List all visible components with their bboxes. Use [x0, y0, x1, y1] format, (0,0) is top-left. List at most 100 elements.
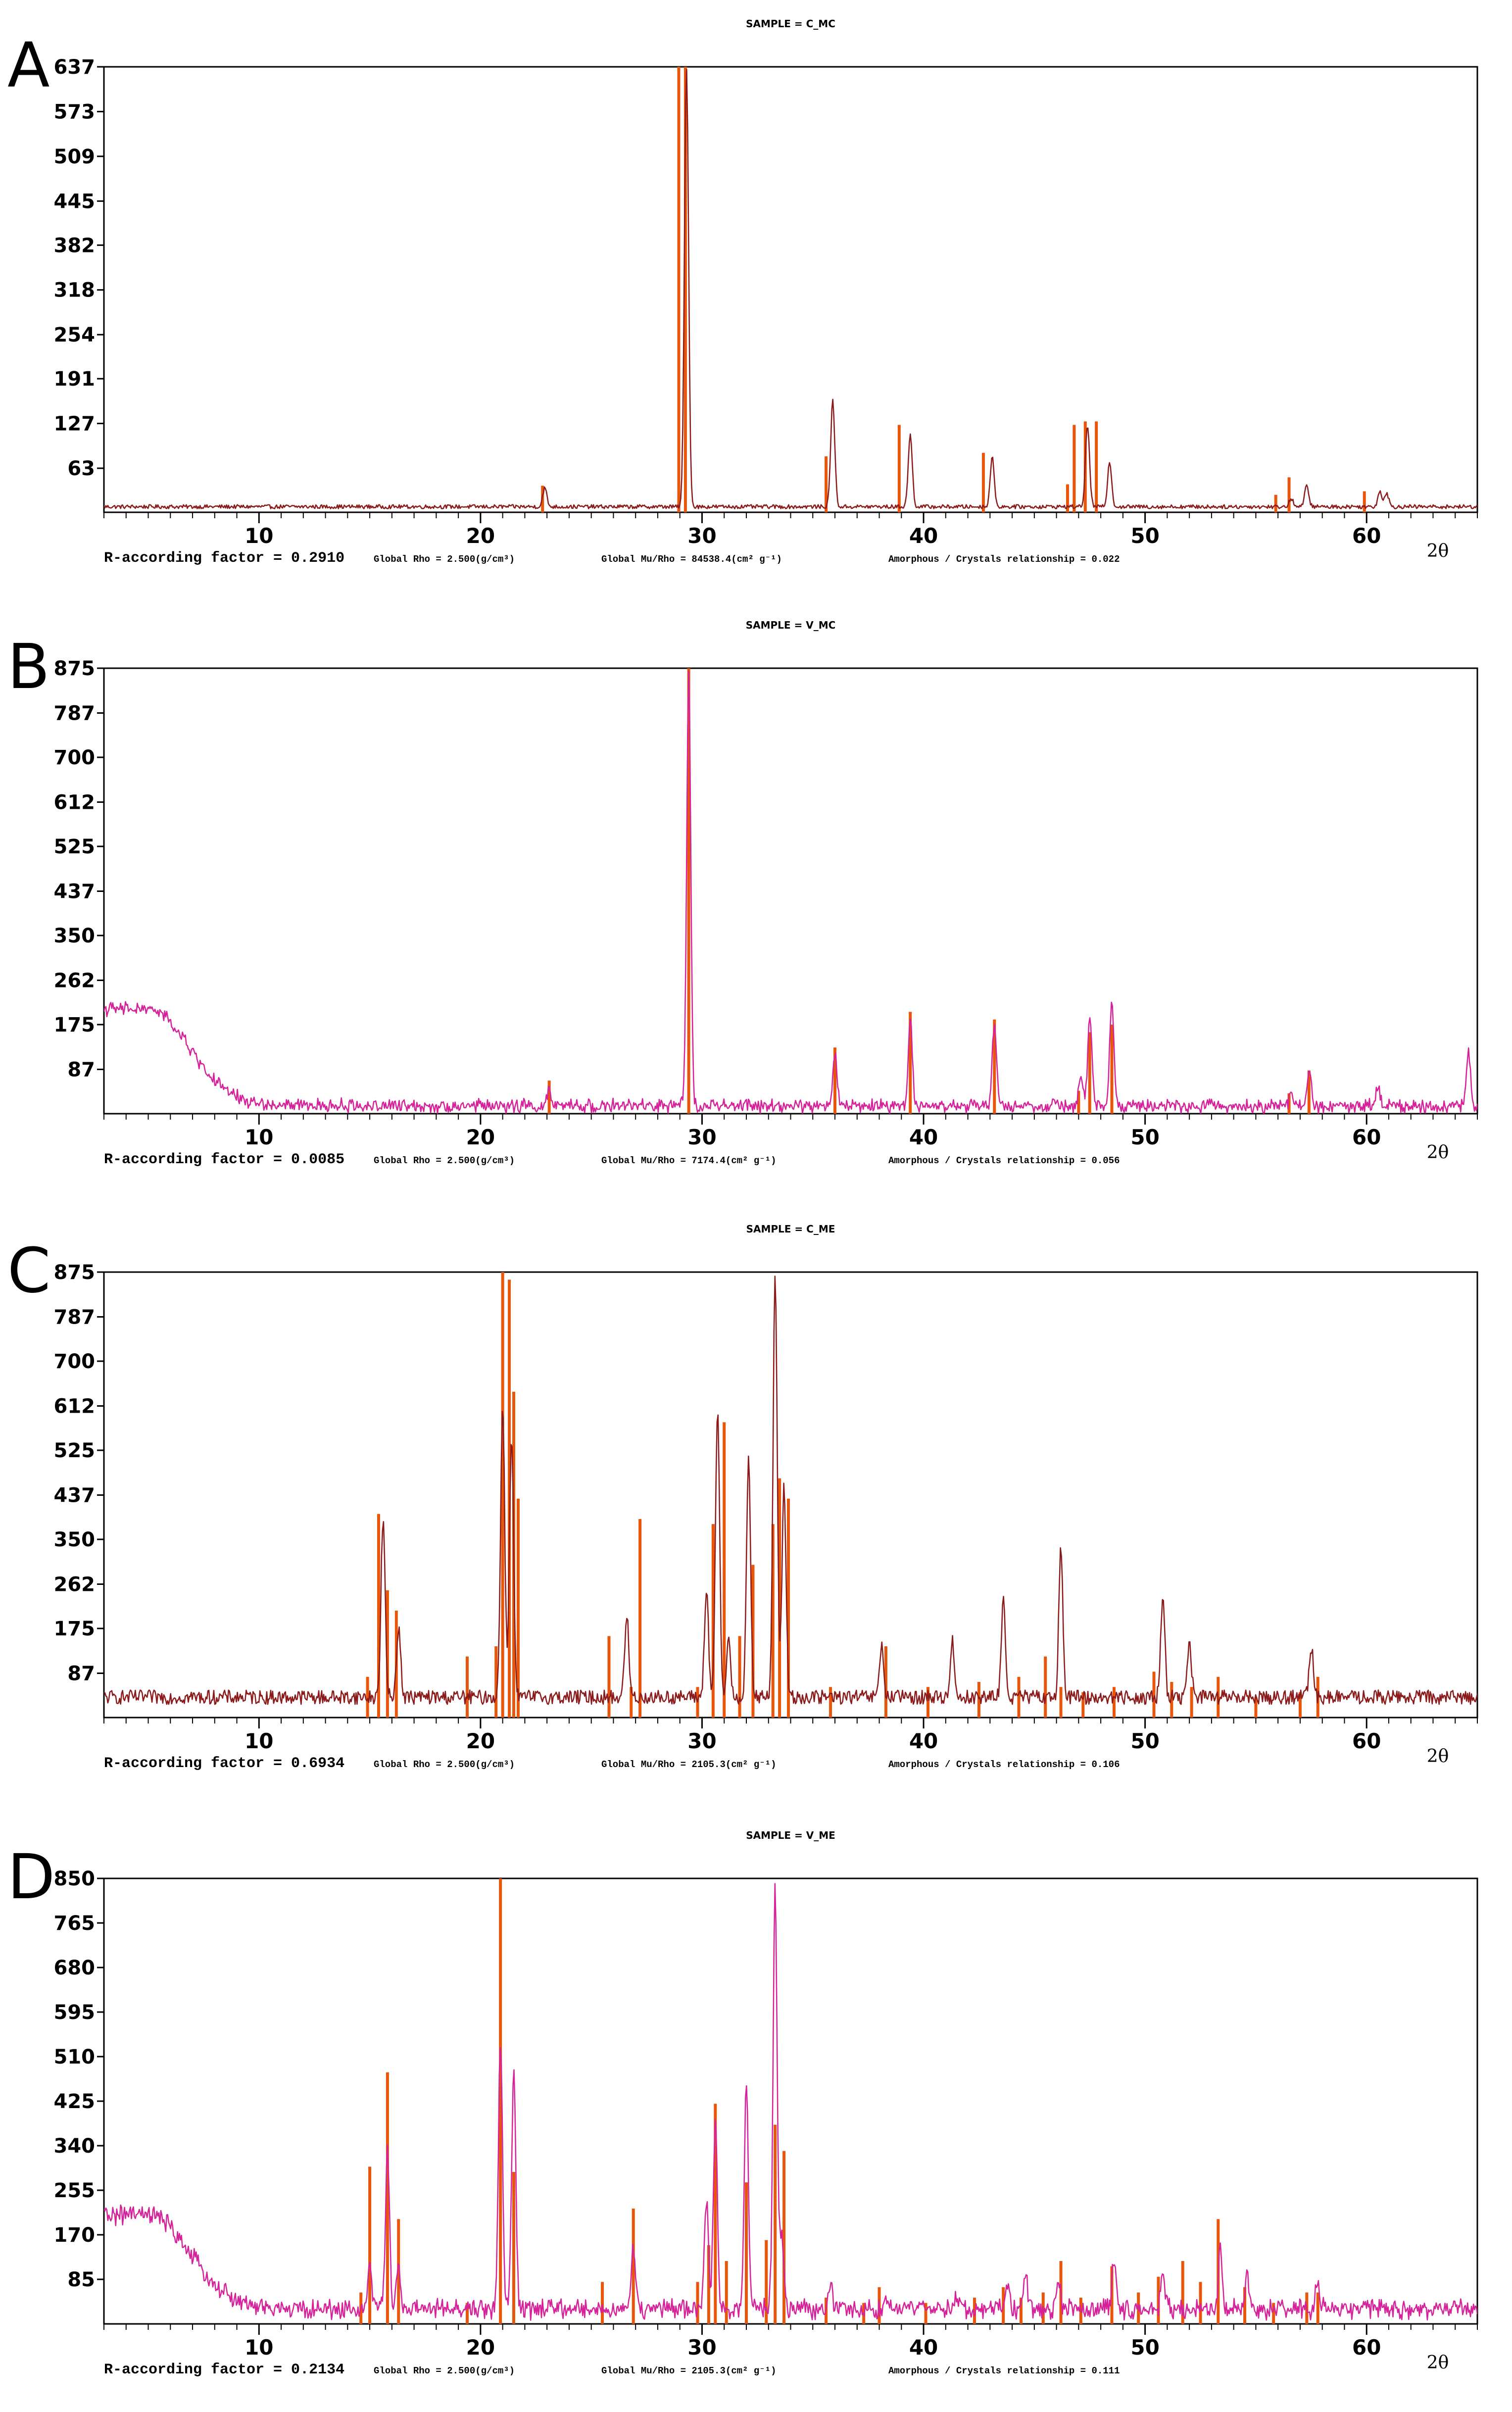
x-tick-label: 10 [244, 524, 273, 548]
panel-b: B SAMPLE = V_MC 87 175 262 350 437 525 612 700 787… [7, 619, 1478, 1168]
x-tick-label: 20 [466, 524, 495, 548]
global-mu: Global Mu/Rho = 2105.3(cm² g⁻¹) [601, 2365, 777, 2376]
y-tick-label: 573 [54, 100, 96, 123]
r-factor: R-according factor = 0.0085 [104, 1151, 344, 1168]
amorphous-ratio: Amorphous / Crystals relationship = 0.02… [888, 554, 1120, 565]
global-mu: Global Mu/Rho = 2105.3(cm² g⁻¹) [601, 1759, 777, 1770]
sample-title: SAMPLE = C_MC [746, 18, 835, 30]
y-tick-label: 850 [54, 1868, 96, 1890]
plot-data [104, 668, 1477, 1114]
r-factor: R-according factor = 0.6934 [104, 1755, 344, 1772]
x-tick-label: 50 [1130, 2335, 1159, 2360]
y-tick-label: 875 [54, 1261, 96, 1284]
sample-title: SAMPLE = V_MC [746, 619, 836, 631]
panel-letter: C [7, 1235, 50, 1307]
y-tick-label: 637 [54, 56, 96, 79]
y-tick-label: 680 [54, 1957, 96, 1979]
x-tick-label: 10 [244, 2335, 273, 2360]
y-tick-label: 787 [54, 1306, 96, 1329]
y-tick-label: 340 [54, 2135, 96, 2158]
y-tick-label: 875 [54, 657, 96, 680]
y-tick-label: 437 [54, 1484, 96, 1507]
x-tick-label: 60 [1352, 2335, 1381, 2360]
x-tick-label: 30 [687, 2335, 716, 2360]
plot-data [104, 67, 1477, 512]
panel-letter: A [7, 30, 50, 101]
y-tick-label: 509 [54, 146, 96, 168]
y-tick-label: 445 [54, 190, 96, 213]
amorphous-ratio: Amorphous / Crystals relationship = 0.10… [888, 1759, 1120, 1770]
global-mu: Global Mu/Rho = 84538.4(cm² g⁻¹) [601, 554, 782, 565]
y-tick-label: 87 [67, 1663, 95, 1685]
y-tick-label: 175 [54, 1014, 96, 1036]
sample-title: SAMPLE = V_ME [746, 1829, 835, 1841]
plot-frame [103, 667, 1478, 1115]
x-axis-label: 2θ [1427, 1746, 1449, 1767]
y-tick-label: 318 [54, 279, 96, 302]
x-tick-label: 30 [687, 524, 716, 548]
y-tick-label: 425 [54, 2090, 96, 2113]
y-tick-label: 700 [54, 746, 96, 769]
y-tick-label: 170 [54, 2224, 96, 2247]
global-rho: Global Rho = 2.500(g/cm³) [374, 1759, 515, 1770]
x-tick-label: 50 [1130, 1125, 1159, 1149]
plot-frame [103, 1271, 1478, 1719]
y-tick-label: 175 [54, 1618, 96, 1640]
y-tick-label: 350 [54, 1528, 96, 1551]
x-tick-label: 20 [466, 1125, 495, 1149]
y-tick-label: 700 [54, 1350, 96, 1373]
y-tick-label: 437 [54, 881, 96, 903]
y-tick-label: 595 [54, 2001, 96, 2024]
y-tick-label: 382 [54, 234, 96, 257]
panel-letter: B [7, 631, 50, 703]
y-tick-label: 254 [54, 324, 96, 346]
x-tick-label: 60 [1352, 1729, 1381, 1753]
panel-a: A SAMPLE = C_MC 63 127 191 254 318 382 445 509 573… [7, 18, 1478, 567]
y-tick-label: 85 [67, 2268, 95, 2291]
x-tick-label: 30 [687, 1125, 716, 1149]
x-tick-label: 50 [1130, 524, 1159, 548]
x-axis-label: 2θ [1427, 541, 1449, 561]
plot-frame [103, 66, 1478, 513]
y-tick-label: 255 [54, 2179, 96, 2202]
x-tick-label: 10 [244, 1729, 273, 1753]
global-rho: Global Rho = 2.500(g/cm³) [374, 1155, 515, 1166]
x-axis-label: 2θ [1427, 1142, 1449, 1163]
y-tick-label: 87 [67, 1059, 95, 1082]
global-mu: Global Mu/Rho = 7174.4(cm² g⁻¹) [601, 1155, 777, 1166]
y-tick-label: 350 [54, 925, 96, 947]
x-tick-label: 60 [1352, 1125, 1381, 1149]
x-tick-label: 20 [466, 1729, 495, 1753]
panel-d: D SAMPLE = V_ME 85 170 255 340 425 510 595 680 765… [7, 1829, 1478, 2378]
panel-letter: D [7, 1841, 55, 1913]
panel-c: C SAMPLE = C_ME 87 175 262 350 437 525 612 700 787… [7, 1223, 1478, 1772]
y-tick-label: 612 [54, 1395, 96, 1418]
r-factor: R-according factor = 0.2910 [104, 550, 344, 567]
r-factor: R-according factor = 0.2134 [104, 2362, 344, 2378]
y-tick-label: 525 [54, 1439, 96, 1462]
sample-title: SAMPLE = C_ME [746, 1223, 835, 1235]
x-axis-label: 2θ [1427, 2353, 1449, 2373]
amorphous-ratio: Amorphous / Crystals relationship = 0.11… [888, 2365, 1120, 2376]
x-tick-label: 40 [909, 1729, 938, 1753]
y-tick-label: 525 [54, 836, 96, 858]
x-tick-label: 60 [1352, 524, 1381, 548]
y-tick-label: 262 [54, 1574, 96, 1596]
x-tick-label: 40 [909, 2335, 938, 2360]
y-tick-label: 510 [54, 2046, 96, 2068]
x-tick-label: 40 [909, 524, 938, 548]
x-tick-label: 50 [1130, 1729, 1159, 1753]
plot-data [104, 1878, 1477, 2324]
amorphous-ratio: Amorphous / Crystals relationship = 0.05… [888, 1155, 1120, 1166]
measured-trace [104, 670, 1477, 1114]
y-tick-label: 63 [67, 457, 95, 480]
y-tick-label: 262 [54, 970, 96, 992]
x-tick-label: 10 [244, 1125, 273, 1149]
y-tick-label: 612 [54, 791, 96, 814]
y-tick-label: 127 [54, 413, 96, 436]
plot-data [104, 1272, 1477, 1718]
x-tick-label: 40 [909, 1125, 938, 1149]
global-rho: Global Rho = 2.500(g/cm³) [374, 2365, 515, 2376]
x-tick-label: 30 [687, 1729, 716, 1753]
